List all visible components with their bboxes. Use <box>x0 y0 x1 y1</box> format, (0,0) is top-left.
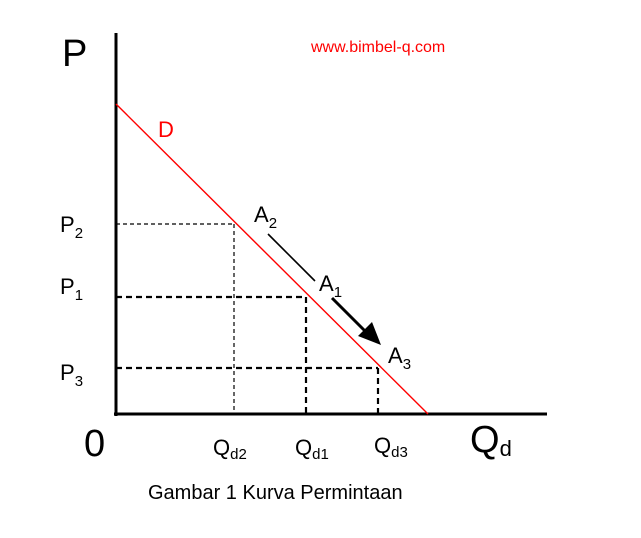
arrow-head-icon <box>358 322 381 345</box>
point-label-a2: A2 <box>254 202 277 232</box>
point-label-a3: A3 <box>388 343 411 373</box>
origin-label: 0 <box>84 423 105 465</box>
movement-line-a1-a3 <box>330 296 370 336</box>
quantity-label-qd1: Qd1 <box>295 435 329 463</box>
figure-caption: Gambar 1 Kurva Permintaan <box>148 482 403 504</box>
x-axis-label: Qd <box>470 419 512 461</box>
price-label-p3: P3 <box>60 360 83 390</box>
movement-line-a2-a1 <box>267 233 316 282</box>
point-label-a1: A1 <box>319 271 342 301</box>
demand-curve-label: D <box>158 117 174 142</box>
quantity-label-qd3: Qd3 <box>374 433 408 461</box>
y-axis-label: P <box>62 33 87 75</box>
price-label-p1: P1 <box>60 274 83 304</box>
quantity-label-qd2: Qd2 <box>213 435 247 463</box>
watermark: www.bimbel-q.com <box>310 39 445 56</box>
demand-curve <box>115 103 429 415</box>
price-label-p2: P2 <box>60 212 83 242</box>
